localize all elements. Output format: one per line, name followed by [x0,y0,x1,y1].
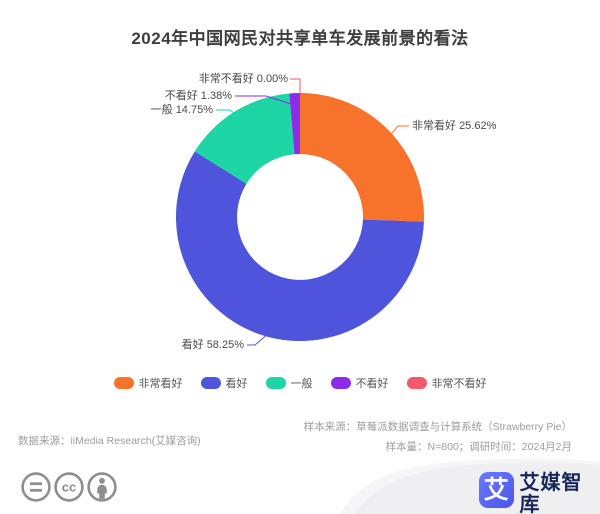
iimedia-logo: 艾 艾媒智库 data.iimedia.cn [479,472,600,514]
leader-line-feichangkanhao [386,125,409,140]
leader-line-yiban [216,109,253,128]
legend-swatch-feichangkanhao [113,377,134,389]
legend-item-kanhao[interactable]: 看好 [200,375,248,391]
pie-slice-一般[interactable] [194,93,295,184]
legend-item-bukanhao[interactable]: 不看好 [330,375,389,391]
pie-slice-看好[interactable] [175,151,424,342]
iimedia-logo-icon: 艾 [479,472,514,508]
sample-notes: 样本来源：草莓派数据调查与计算系统（Strawberry Pie） 样本量：N=… [304,417,572,457]
slice-label-yiban: 一般 14.75% [150,104,213,116]
legend-swatch-yiban [265,377,286,389]
donut-slices [175,93,424,342]
leader-line-kanhao [247,332,270,346]
leader-line-bukanhao [235,95,292,105]
svg-text:cc: cc [62,480,76,495]
iimedia-logo-name: 艾媒智库 [519,472,583,514]
legend-item-feichangbukanhao[interactable]: 非常不看好 [406,375,487,391]
leader-line-feichangbukanhao [290,78,301,95]
legend-item-feichangkanhao[interactable]: 非常看好 [113,375,183,391]
slice-label-kanhao: 看好 58.25% [181,339,244,351]
cc-license-icons: cc [21,472,117,502]
pie-slice-不看好[interactable] [289,93,300,155]
slice-label-bukanhao: 不看好 1.38% [164,90,232,102]
sample-source-note: 样本来源：草莓派数据调查与计算系统（Strawberry Pie） [303,421,572,433]
cc-icon: cc [54,472,84,502]
data-source-note: 数据来源：iiMedia Research(艾媒咨询) [18,435,201,447]
legend-swatch-feichangbukanhao [406,377,427,389]
slice-label-feichangbukanhao: 非常不看好 0.00% [198,73,288,85]
pie-slice-非常看好[interactable] [300,93,424,222]
chart-legend: 非常看好 看好 一般 不看好 非常不看好 [0,375,600,391]
legend-item-yiban[interactable]: 一般 [265,375,313,391]
legend-swatch-kanhao [200,377,221,389]
chart-title: 2024年中国网民对共享单车发展前景的看法 [131,29,469,48]
legend-swatch-bukanhao [330,377,351,389]
person-icon [87,472,117,502]
equals-icon [21,472,51,502]
donut-chart [175,78,424,346]
sample-size-note: 样本量：N=800；调研时间：2024月2月 [385,441,572,453]
slice-label-feichangkanhao: 非常看好 25.62% [412,120,497,132]
